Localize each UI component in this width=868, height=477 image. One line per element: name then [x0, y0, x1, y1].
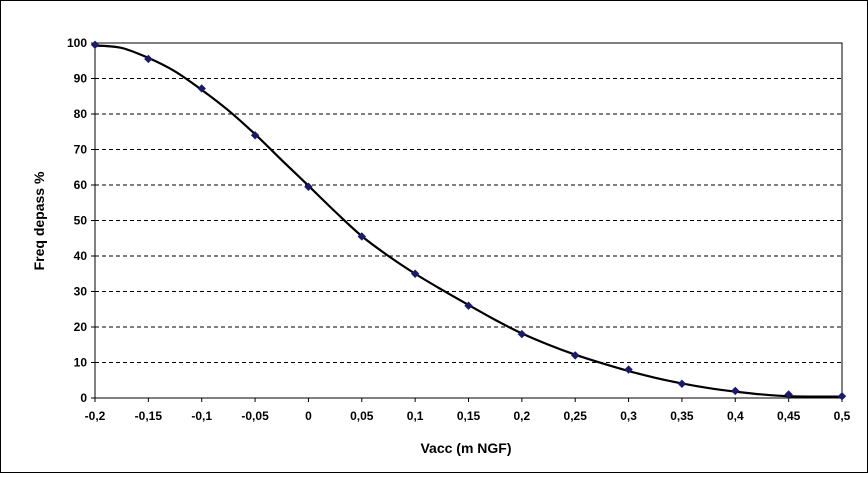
x-tick-label: 0,2	[514, 409, 531, 423]
x-tick-label: -0,2	[85, 409, 106, 423]
y-tick-label: 100	[67, 36, 87, 50]
data-point	[677, 379, 687, 389]
data-point	[731, 386, 740, 396]
x-tick-label: 0,1	[407, 409, 424, 423]
trend-line-series	[94, 44, 843, 398]
data-point	[784, 390, 793, 399]
data-point	[837, 392, 847, 401]
x-tick-label: 0,5	[834, 409, 851, 423]
y-tick-label: 60	[74, 178, 88, 192]
y-tick-label: 20	[74, 320, 88, 334]
y-tick-label: 50	[74, 214, 88, 228]
trend-line	[94, 44, 843, 398]
data-point	[571, 351, 580, 360]
y-tick-label: 10	[74, 356, 88, 370]
y-tick-label: 30	[74, 285, 88, 299]
y-axis-ticks: 0 10 20 30 40 50 60 70 80 90 100	[67, 36, 95, 405]
y-tick-label: 70	[74, 143, 88, 157]
x-tick-label: 0,3	[620, 409, 637, 423]
data-point	[624, 365, 633, 374]
data-point	[197, 84, 206, 93]
x-tick-label: -0,05	[241, 409, 269, 423]
y-tick-label: 40	[74, 249, 88, 263]
x-tick-label: -0,15	[135, 409, 163, 423]
data-point	[357, 232, 366, 241]
y-axis-label: Freq depass %	[31, 171, 47, 270]
x-axis-ticks: -0,2 -0,15 -0,1 -0,05 0 0,05 0,1 0,15 0,2 0,25 0,3…	[85, 398, 851, 423]
data-point	[304, 182, 313, 191]
x-tick-label: 0,05	[350, 409, 374, 423]
x-tick-label: 0,15	[457, 409, 481, 423]
x-tick-label: 0,45	[777, 409, 801, 423]
x-tick-label: -0,1	[191, 409, 212, 423]
data-point	[90, 40, 100, 49]
x-axis-label: Vacc (m NGF)	[420, 440, 511, 456]
data-point	[250, 131, 260, 140]
marker-series	[90, 40, 847, 401]
y-tick-label: 80	[74, 107, 88, 121]
y-tick-label: 0	[80, 391, 87, 405]
x-tick-label: 0,4	[727, 409, 744, 423]
data-point	[464, 301, 473, 310]
data-point	[410, 269, 420, 278]
x-tick-label: 0,35	[670, 409, 694, 423]
x-tick-label: 0	[305, 409, 312, 423]
y-tick-label: 90	[74, 72, 88, 86]
data-point	[144, 54, 153, 64]
x-tick-label: 0,25	[564, 409, 588, 423]
grid	[95, 78, 842, 363]
data-point	[517, 329, 527, 339]
